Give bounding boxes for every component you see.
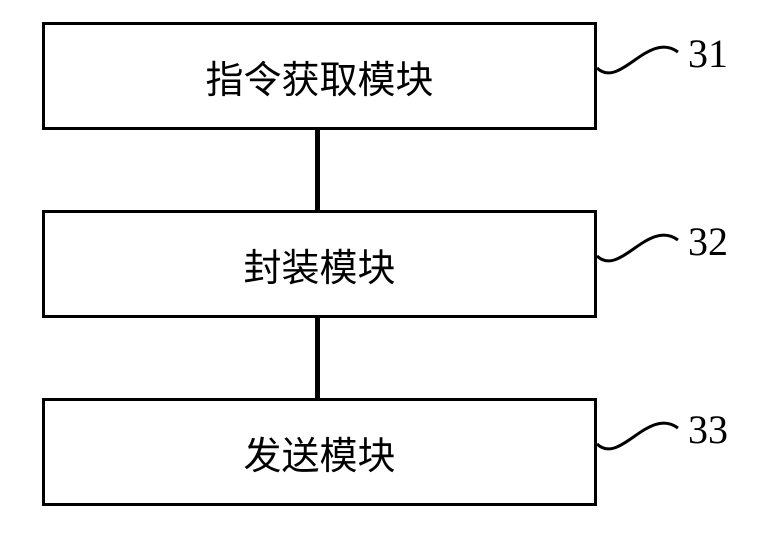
leader-curve-33 <box>0 0 775 559</box>
reference-number-33: 33 <box>688 406 728 453</box>
diagram-canvas: 指令获取模块 封装模块 发送模块 31 32 33 <box>0 0 775 559</box>
